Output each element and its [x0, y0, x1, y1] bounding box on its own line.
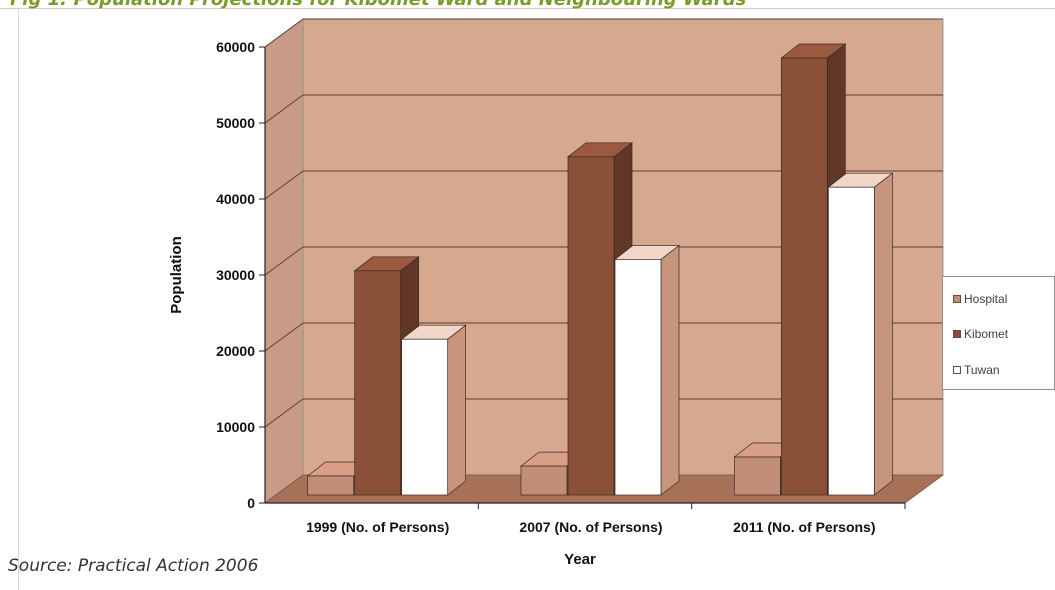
legend: Hospital Kibomet Tuwan — [942, 276, 1055, 390]
bar-kibomet — [780, 57, 828, 496]
legend-item-tuwan: Tuwan — [953, 363, 1000, 377]
y-axis-title: Population — [168, 236, 185, 314]
y-tick-label: 0 — [247, 495, 255, 511]
bars — [306, 43, 894, 496]
bar-tuwan — [614, 259, 662, 496]
y-tick-label: 40000 — [216, 191, 255, 207]
gridline-side — [264, 18, 304, 48]
bar-hospital — [733, 456, 781, 496]
legend-label-tuwan: Tuwan — [964, 363, 1000, 377]
gridline-side — [264, 246, 304, 276]
bar-side-tuwan — [447, 324, 467, 496]
bar-side-tuwan — [873, 172, 893, 496]
axes: 0 10000 20000 30000 40000 50000 60000 1999 (No.… — [216, 39, 906, 535]
y-tick-label: 20000 — [216, 343, 255, 359]
legend-item-kibomet: Kibomet — [953, 327, 1008, 341]
x-tick-label: 1999 (No. of Persons) — [306, 519, 449, 535]
y-tick-label: 10000 — [216, 419, 255, 435]
bar-hospital — [307, 475, 355, 496]
x-tick-label: 2007 (No. of Persons) — [519, 519, 662, 535]
x-tick-label: 2011 (No. of Persons) — [733, 519, 875, 535]
y-tick-label: 60000 — [216, 39, 255, 55]
bar-kibomet — [567, 156, 615, 496]
bar-hospital — [520, 465, 568, 496]
gridline-side — [264, 398, 304, 428]
legend-item-hospital: Hospital — [953, 292, 1007, 306]
gridline-side — [264, 170, 304, 200]
bar-tuwan — [827, 186, 875, 496]
top-rule — [0, 8, 1055, 9]
legend-swatch-kibomet — [953, 330, 961, 338]
legend-label-hospital: Hospital — [964, 292, 1008, 306]
legend-swatch-tuwan — [953, 366, 961, 374]
bar-tuwan — [401, 338, 449, 496]
legend-swatch-hospital — [953, 295, 961, 303]
bar-side-tuwan — [660, 244, 680, 496]
bar-kibomet — [354, 270, 402, 496]
source-note: Source: Practical Action 2006 — [8, 556, 259, 576]
y-tick-label: 30000 — [216, 267, 255, 283]
axis-labels: Population Year — [168, 236, 596, 568]
x-axis-title: Year — [564, 551, 596, 568]
y-tick-label: 50000 — [216, 115, 255, 131]
gridline-side — [264, 94, 304, 124]
gridline-side — [264, 322, 304, 352]
figure-title: Fig 1: Population Projections for Kibome… — [10, 0, 746, 10]
legend-label-kibomet: Kibomet — [964, 327, 1009, 341]
left-rule — [18, 8, 19, 590]
